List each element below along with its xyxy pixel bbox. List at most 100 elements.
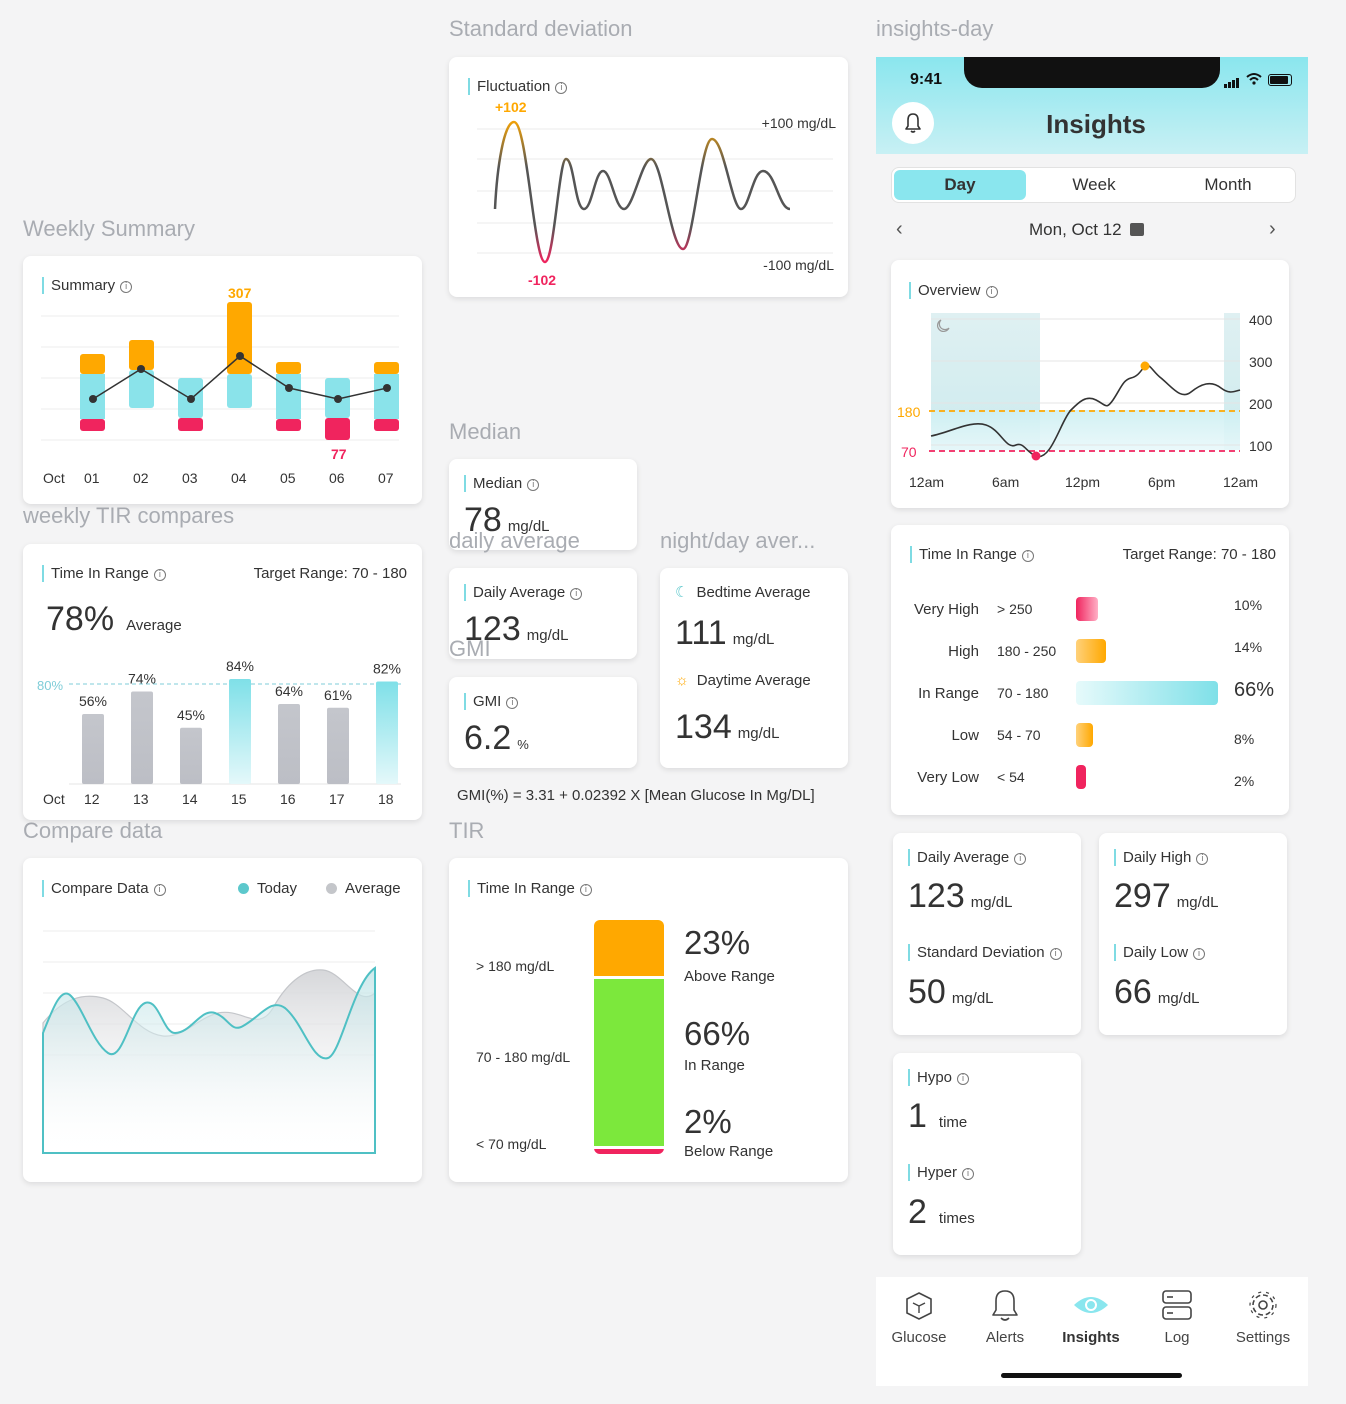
weekly-tir-bar [327, 707, 349, 784]
overview-y-tick: 400 [1249, 312, 1273, 328]
compare-today-area [42, 966, 376, 1154]
tir-pct-in: 66% [684, 1015, 751, 1052]
median-card: Median i 78 mg/dL [449, 459, 637, 550]
tir-range-below: < 70 mg/dL [476, 1136, 547, 1152]
prev-date-button[interactable]: ‹ [896, 218, 903, 241]
nav-glucose-label: Glucose [891, 1329, 947, 1346]
info-icon[interactable]: i [555, 82, 568, 94]
weekly-tir-value-label: 45% [177, 707, 205, 723]
tir-title: Time In Range i [468, 880, 592, 897]
night-day-card: ☾ Bedtime Average 111 mg/dL ☼ Daytime Avera… [660, 568, 848, 768]
overview-chart [929, 313, 1241, 461]
status-time: 9:41 [910, 71, 943, 88]
date-label: Mon, Oct 12 [1029, 220, 1144, 240]
weekly-tir-value-label: 61% [324, 687, 352, 703]
weekly-tir-x-prefix: Oct [43, 791, 65, 807]
gear-icon [1249, 1291, 1277, 1319]
phone-tir-pct: 14% [1234, 639, 1263, 655]
next-date-button[interactable]: › [1269, 218, 1276, 241]
phone-tir-range: 180 - 250 [997, 643, 1057, 659]
daily-high-title: Daily High i [1114, 849, 1209, 866]
weekly-tir-bar [131, 691, 153, 784]
info-icon[interactable]: i [153, 569, 166, 581]
nav-log[interactable]: Log [1134, 1277, 1220, 1346]
nav-settings[interactable]: Settings [1220, 1277, 1306, 1346]
info-icon[interactable]: i [957, 1073, 970, 1085]
calendar-icon[interactable] [1129, 223, 1144, 236]
alerts-bell-button[interactable] [892, 102, 934, 144]
info-icon[interactable]: i [1049, 948, 1062, 960]
gmi-title: GMI i [464, 693, 519, 710]
summary-bar-05-in [276, 374, 301, 419]
overview-x-tick: 6pm [1148, 474, 1176, 490]
summary-x-tick: 01 [84, 470, 100, 486]
summary-bar-04-in [227, 374, 252, 408]
tir-range-above: > 180 mg/dL [476, 958, 555, 974]
phone-notch [964, 57, 1220, 88]
section-label-insights-day: insights-day [876, 16, 994, 41]
legend-today-dot [238, 883, 249, 894]
phone-daily-average-value: 123 mg/dL [908, 877, 1013, 915]
info-icon[interactable]: i [962, 1168, 975, 1180]
summary-bar-06-low [325, 418, 350, 440]
tab-day[interactable]: Day [894, 170, 1026, 200]
tir-segment-above [594, 920, 664, 976]
info-icon[interactable]: i [527, 479, 540, 491]
weekly-tir-x-tick: 15 [231, 791, 247, 807]
fluctuation-upper-label: +100 mg/dL [761, 115, 836, 131]
weekly-tir-bar [376, 681, 398, 784]
info-icon[interactable]: i [1193, 948, 1206, 960]
info-icon[interactable]: i [120, 281, 133, 293]
fluctuation-line [493, 120, 791, 264]
phone-tir-pct: 2% [1234, 773, 1255, 789]
section-label-stddev: Standard deviation [449, 16, 633, 41]
phone-daily-high-value: 297 mg/dL [1114, 877, 1219, 915]
fluctuation-lower-label: -100 mg/dL [763, 257, 834, 273]
daytime-label: ☼ Daytime Average [675, 672, 811, 689]
summary-x-tick: 04 [231, 470, 247, 486]
phone-screen: 9:41 Insights Day Week Month ‹ Mon, Oct … [876, 57, 1308, 1386]
fluctuation-card: Fluctuation i +102 -102 +100 mg/dL -100 m… [449, 57, 848, 297]
nav-alerts[interactable]: Alerts [962, 1277, 1048, 1346]
gmi-formula: GMI(%) = 3.31 + 0.02392 X [Mean Glucose … [457, 787, 815, 804]
phone-daily-low-value: 66 mg/dL [1114, 973, 1200, 1011]
phone-stats-card-right: Daily High i 297 mg/dL Daily Low i 66 mg/dL [1099, 833, 1287, 1035]
bottom-nav: Glucose Alerts Insights Log Settings [876, 1277, 1308, 1386]
period-tabs: Day Week Month [891, 167, 1296, 203]
weekly-tir-x-tick: 13 [133, 791, 149, 807]
nav-log-label: Log [1164, 1329, 1190, 1346]
nav-glucose[interactable]: Glucose [876, 1277, 962, 1346]
info-icon[interactable]: i [1014, 853, 1027, 865]
weekly-tir-value-label: 64% [275, 683, 303, 699]
glucose-icon [906, 1292, 932, 1320]
legend-average[interactable]: Average [326, 880, 401, 897]
phone-tir-range: > 250 [997, 601, 1033, 617]
nav-insights[interactable]: Insights [1048, 1277, 1134, 1346]
tir-segment-below [594, 1149, 664, 1154]
weekly-tir-ref-label: 80% [37, 678, 64, 693]
phone-tir-bar-high [1076, 639, 1106, 663]
overview-glucose-line [930, 364, 1241, 458]
tab-week[interactable]: Week [1072, 175, 1116, 194]
section-label-median: Median [449, 419, 522, 444]
legend-average-dot [326, 883, 337, 894]
weekly-tir-average: 78% Average [46, 600, 182, 638]
section-label-daily-average: daily average [449, 528, 580, 553]
battery-icon [1268, 74, 1292, 86]
nav-alerts-label: Alerts [985, 1329, 1025, 1346]
tir-stack-bar [594, 920, 664, 1154]
summary-card: Summary i 307 77 Oct 01 02 03 04 05 06 07 [23, 256, 422, 504]
info-icon[interactable]: i [579, 884, 592, 896]
info-icon[interactable]: i [1196, 853, 1209, 865]
info-icon[interactable]: i [506, 697, 519, 709]
info-icon[interactable]: i [985, 286, 998, 298]
info-icon[interactable]: i [153, 884, 166, 896]
phone-tir-title: Time In Range i [910, 546, 1034, 563]
overview-high-label: 180 [897, 404, 921, 420]
summary-bar-07-in [374, 374, 399, 419]
legend-today[interactable]: Today [238, 880, 297, 897]
daily-average-value: 123 mg/dL [464, 610, 569, 648]
info-icon[interactable]: i [1021, 550, 1034, 562]
tab-month[interactable]: Month [1204, 175, 1252, 194]
info-icon[interactable]: i [570, 588, 583, 600]
